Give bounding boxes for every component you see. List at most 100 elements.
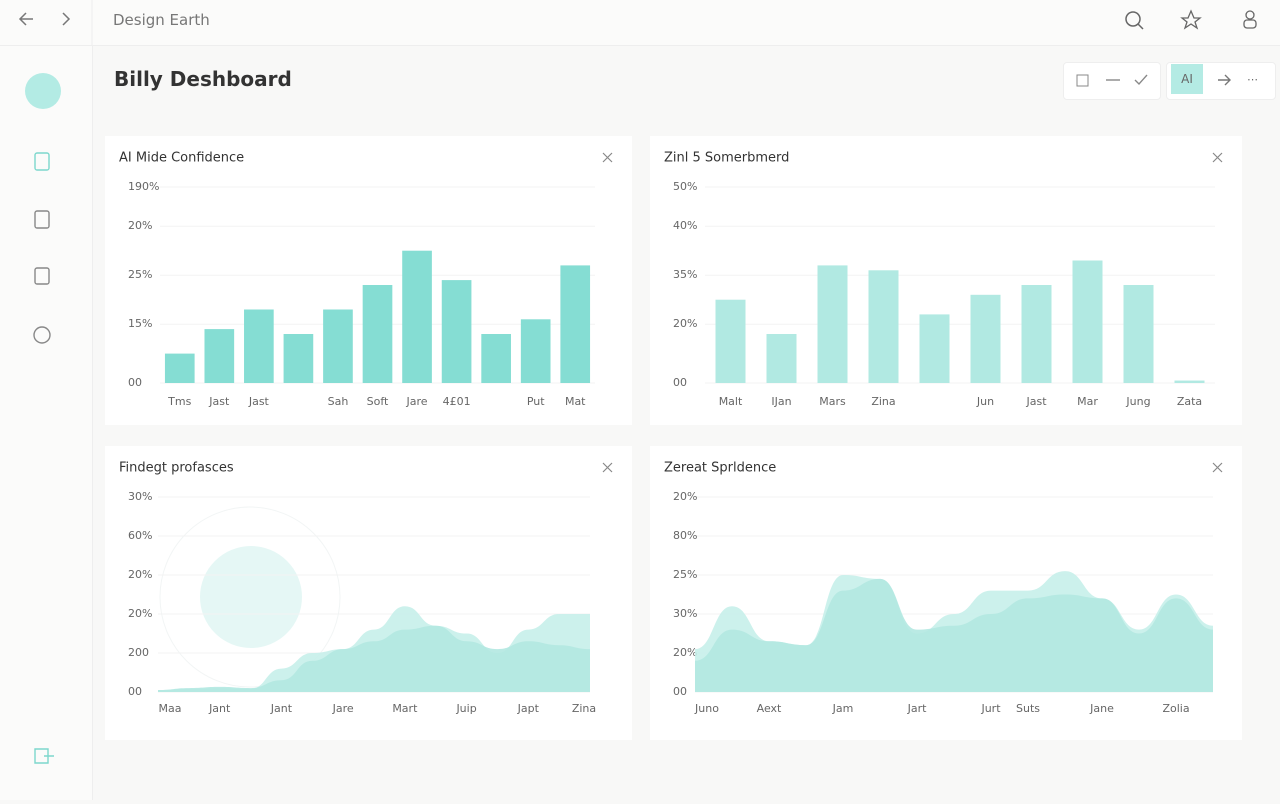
y-tick-label: 35%	[673, 268, 697, 281]
nav-icon[interactable]	[34, 267, 50, 285]
bar	[204, 329, 235, 383]
x-tick-label: Mar	[1077, 395, 1098, 408]
bar	[970, 294, 1001, 383]
x-tick-label: Juno	[694, 702, 719, 715]
panel	[650, 446, 1242, 740]
panel	[650, 136, 1242, 425]
x-tick-label: Maa	[159, 702, 182, 715]
close-button	[602, 462, 613, 473]
x-tick-label: Aext	[757, 702, 782, 715]
avatar[interactable]	[25, 73, 61, 109]
x-tick-label: Zina	[871, 395, 895, 408]
y-tick-label: 20%	[673, 646, 697, 659]
search-handle	[1137, 23, 1144, 30]
x-tick-label: Jart	[907, 702, 928, 715]
y-tick-label: 15%	[128, 317, 152, 330]
x-tick-label: 4£01	[443, 395, 471, 408]
x-tick-label: Jant	[208, 702, 231, 715]
ai-button[interactable]: AI	[1171, 64, 1203, 94]
bar	[323, 309, 353, 383]
y-tick-label: 60%	[128, 529, 152, 542]
bar	[715, 299, 746, 383]
back-button[interactable]	[18, 12, 33, 26]
x-tick-label: Jast	[208, 395, 230, 408]
nav-icon[interactable]	[33, 326, 51, 344]
tool-icon[interactable]	[1134, 74, 1148, 86]
x-tick-label: Jare	[406, 395, 428, 408]
panel-title: Findegt profasces	[119, 461, 234, 476]
bar	[919, 314, 950, 383]
x-tick-label: Juip	[455, 702, 476, 715]
x-tick-label: Malt	[719, 395, 743, 408]
x-tick-label: Jun	[976, 395, 994, 408]
bar	[362, 285, 393, 383]
x-tick-label: Suts	[1016, 702, 1040, 715]
x-tick-label: Mars	[819, 395, 846, 408]
decor-ring	[159, 506, 341, 688]
area	[695, 571, 1213, 692]
user-button[interactable]	[1245, 10, 1255, 20]
x-tick-label: Mat	[565, 395, 586, 408]
bar	[560, 265, 591, 383]
area	[158, 606, 590, 692]
nav-icon[interactable]	[34, 210, 50, 229]
panel	[105, 136, 632, 425]
toolbar-icons: ⋯	[1218, 73, 1258, 86]
star-button[interactable]	[1180, 9, 1202, 30]
more-icon[interactable]: ⋯	[1247, 73, 1258, 86]
search-button[interactable]	[1125, 11, 1141, 27]
y-tick-label: 50%	[673, 180, 697, 193]
user-icon	[1243, 19, 1257, 29]
y-tick-label: 20%	[128, 607, 152, 620]
logout-icon[interactable]	[34, 748, 54, 764]
toolbar	[1063, 62, 1161, 100]
area	[158, 625, 590, 692]
y-tick-label: 20%	[128, 568, 152, 581]
y-tick-label: 00	[673, 685, 687, 698]
toolbar-icons	[1076, 74, 1148, 87]
x-tick-label: Jane	[1089, 702, 1114, 715]
y-tick-label: 190%	[128, 180, 159, 193]
y-tick-label: 20%	[673, 490, 697, 503]
x-tick-label: Sah	[328, 395, 349, 408]
bar	[520, 319, 551, 383]
y-tick-label: 30%	[673, 607, 697, 620]
panel-title: Zinl 5 Somerbmerd	[664, 151, 789, 166]
x-tick-label: Zina	[572, 702, 596, 715]
x-tick-label: Tms	[167, 395, 191, 408]
bar	[1174, 380, 1205, 383]
y-tick-label: 200	[128, 646, 149, 659]
x-tick-label: Jurt	[980, 702, 1001, 715]
forward-button[interactable]	[62, 12, 71, 26]
bar	[1021, 285, 1052, 383]
x-tick-label: Jast	[248, 395, 270, 408]
close-button	[602, 152, 613, 163]
page-title: Billy Deshboard	[114, 67, 292, 91]
decor-circle	[200, 546, 302, 648]
x-tick-label: Mart	[392, 702, 418, 715]
y-tick-label: 00	[128, 685, 142, 698]
nav-icon[interactable]	[34, 152, 50, 171]
area	[695, 578, 1213, 692]
y-tick-label: 00	[673, 376, 687, 389]
top-bar: Design Earth	[0, 0, 1280, 46]
x-tick-label: Zolia	[1162, 702, 1189, 715]
close-button	[1212, 462, 1223, 473]
sidebar	[0, 46, 93, 800]
y-tick-label: 25%	[673, 568, 697, 581]
tool-icon[interactable]	[1076, 74, 1089, 87]
bar	[244, 309, 274, 383]
bar	[402, 250, 432, 383]
panel-title: AI Mide Confidence	[119, 151, 244, 166]
x-tick-label: Zata	[1177, 395, 1202, 408]
y-tick-label: 80%	[673, 529, 697, 542]
bar	[283, 334, 314, 383]
x-tick-label: Jung	[1125, 395, 1150, 408]
x-tick-label: Jant	[270, 702, 293, 715]
tool-icon[interactable]	[1218, 74, 1231, 86]
x-tick-label: Jam	[832, 702, 854, 715]
app-name: Design Earth	[113, 11, 210, 29]
y-tick-label: 25%	[128, 268, 152, 281]
y-tick-label: 40%	[673, 219, 697, 232]
